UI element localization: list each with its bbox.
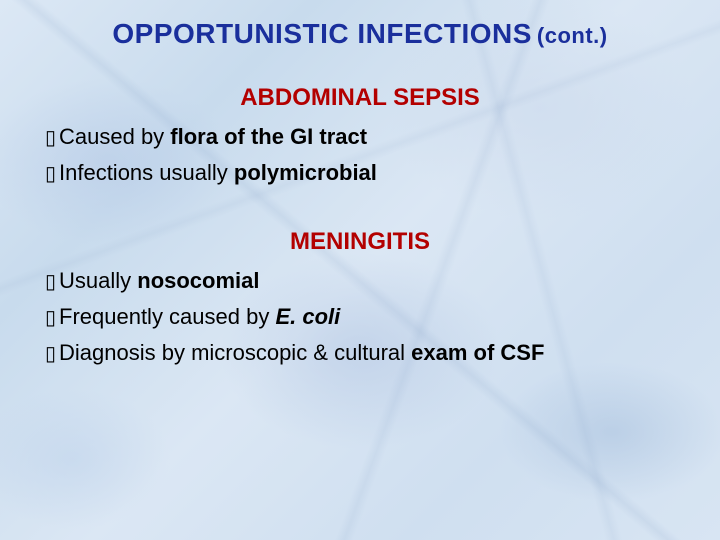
bullet-item: ▯Caused by flora of the GI tract bbox=[40, 122, 680, 152]
bullet-text-bold: nosocomial bbox=[137, 268, 259, 293]
title-cont: (cont.) bbox=[537, 23, 608, 48]
bullet-item: ▯Diagnosis by microscopic & cultural exa… bbox=[40, 338, 680, 368]
slide-content: OPPORTUNISTIC INFECTIONS (cont.) ABDOMIN… bbox=[0, 0, 720, 368]
bullet-text-bold: polymicrobial bbox=[234, 160, 377, 185]
bullet-icon: ▯ bbox=[45, 341, 59, 368]
section-heading-1: ABDOMINAL SEPSIS bbox=[40, 84, 680, 112]
bullet-icon: ▯ bbox=[45, 305, 59, 332]
bullet-text-pre: Frequently caused by bbox=[59, 304, 275, 329]
section-heading-2: MENINGITIS bbox=[40, 228, 680, 256]
bullet-text-pre: Caused by bbox=[59, 124, 170, 149]
bullet-text-pre: Diagnosis by microscopic & cultural bbox=[59, 340, 411, 365]
bullet-item: ▯Infections usually polymicrobial bbox=[40, 158, 680, 188]
bullet-icon: ▯ bbox=[45, 125, 59, 152]
slide: OPPORTUNISTIC INFECTIONS (cont.) ABDOMIN… bbox=[0, 0, 720, 540]
title-main: OPPORTUNISTIC INFECTIONS bbox=[112, 18, 532, 49]
bullet-text-pre: Infections usually bbox=[59, 160, 234, 185]
bullet-text-bold: flora of the GI tract bbox=[170, 124, 367, 149]
bullet-icon: ▯ bbox=[45, 161, 59, 188]
bullet-item: ▯Usually nosocomial bbox=[40, 266, 680, 296]
bullet-text-bolditalic: E. coli bbox=[275, 304, 340, 329]
bullet-text-pre: Usually bbox=[59, 268, 137, 293]
bullet-text-bold: exam of CSF bbox=[411, 340, 544, 365]
slide-title: OPPORTUNISTIC INFECTIONS (cont.) bbox=[40, 18, 680, 50]
bullet-item: ▯Frequently caused by E. coli bbox=[40, 302, 680, 332]
bullet-icon: ▯ bbox=[45, 269, 59, 296]
